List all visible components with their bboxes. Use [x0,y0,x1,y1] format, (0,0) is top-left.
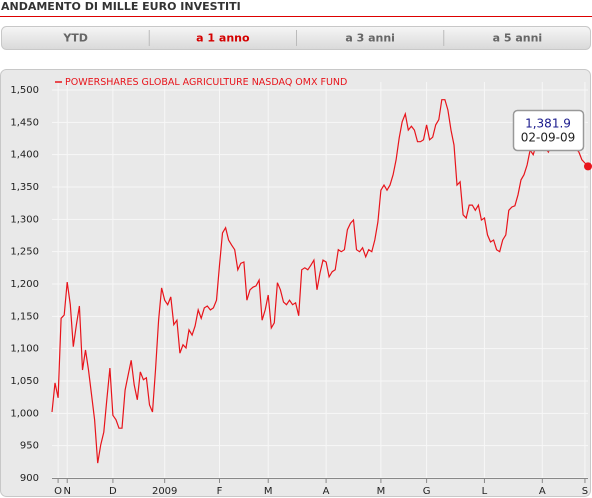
x-tick-label: 2009 [152,486,177,497]
y-tick-label: 1,350 [10,182,39,193]
tooltip-value: 1,381.9 [525,117,571,131]
x-tick-label: L [482,486,488,497]
y-tick-label: 1,050 [10,376,39,387]
plot: 900 950 1,000 1,050 1,100 1,150 1,200 1,250 1,30… [10,77,592,497]
y-tick-label: 1,200 [10,279,39,290]
x-tick-label: N [63,486,70,497]
y-tick-label: 1,100 [10,344,39,355]
x-tick-label: D [109,486,117,497]
x-tick-label: A [539,486,546,497]
tab[interactable]: a 5 anni [493,32,543,45]
legend-label: POWERSHARES GLOBAL AGRICULTURE NASDAQ OM… [65,77,347,88]
x-tick-label: O [54,486,62,497]
tab[interactable]: a 1 anno [196,32,250,45]
x-tick-label: F [217,486,223,497]
x-tick-label: M [264,486,273,497]
y-tick-label: 1,500 [10,85,39,96]
y-tick-label: 1,400 [10,150,39,161]
y-tick-label: 900 [20,473,39,484]
x-tick-label: G [423,486,431,497]
line [51,99,589,464]
y-tick-label: 1,150 [10,311,39,322]
end-point [584,162,592,171]
y-tick-label: 1,300 [10,214,39,225]
tab[interactable]: YTD [62,32,88,45]
tabs: YTD a 1 anno a 3 anni a 5 anni [62,30,542,46]
y-tick-label: 1,250 [10,247,39,258]
x-tick-label: A [323,486,330,497]
tooltip-box [512,109,585,152]
y-tick-label: 1,000 [10,408,39,419]
tab[interactable]: a 3 anni [345,32,395,45]
tooltip-date: 02-09-09 [521,131,575,145]
y-tick-label: 1,450 [10,117,39,128]
y-tick-label: 950 [20,441,39,452]
page-title: ANDAMENTO DI MILLE EURO INVESTITI [1,0,241,13]
x-tick-label: S [582,486,588,497]
chart-frame [0,69,591,497]
x-tick-label: M [377,486,386,497]
